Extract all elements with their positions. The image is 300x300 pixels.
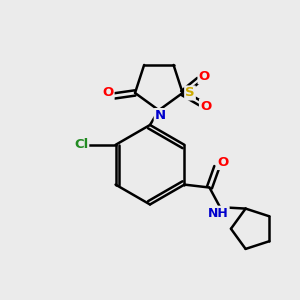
Text: NH: NH [208, 207, 229, 220]
Text: O: O [102, 86, 114, 100]
Text: N: N [155, 109, 166, 122]
Text: O: O [200, 100, 211, 113]
Text: O: O [199, 70, 210, 83]
Text: O: O [217, 156, 228, 169]
Text: S: S [185, 86, 195, 100]
Text: Cl: Cl [74, 138, 88, 151]
